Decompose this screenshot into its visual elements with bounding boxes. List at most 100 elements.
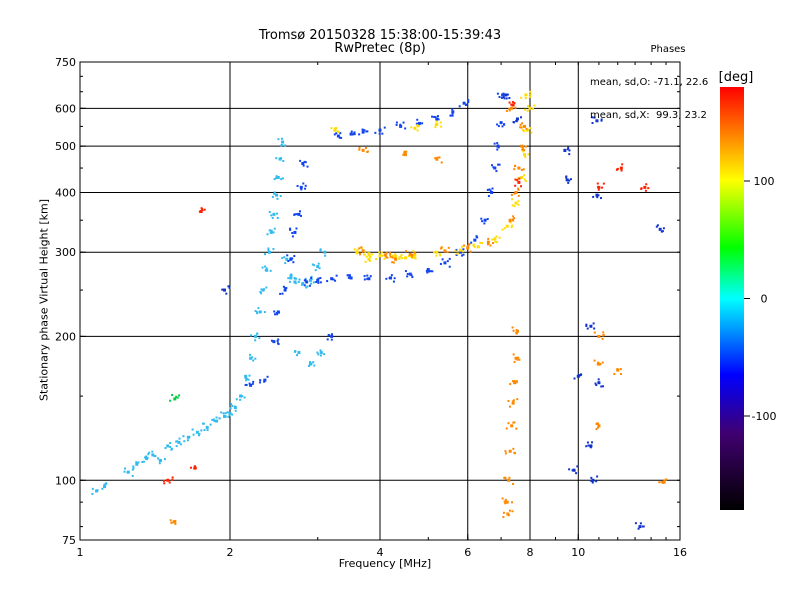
data-point <box>104 485 107 488</box>
data-point <box>303 284 306 287</box>
data-point <box>323 353 326 356</box>
data-point <box>316 278 320 282</box>
data-point <box>390 274 393 277</box>
data-point <box>289 276 293 280</box>
data-point <box>171 478 174 481</box>
data-point <box>265 267 268 270</box>
data-point <box>496 123 499 126</box>
data-point <box>634 522 637 525</box>
data-point <box>508 107 511 110</box>
colorbar-tick-label: 100 <box>754 175 775 188</box>
data-point <box>585 445 588 448</box>
data-point <box>367 277 371 281</box>
data-point <box>292 261 295 264</box>
data-point <box>643 185 647 189</box>
data-point <box>164 447 167 450</box>
data-point <box>421 122 424 125</box>
data-point <box>275 193 279 197</box>
data-point <box>175 395 178 398</box>
data-point <box>515 427 518 430</box>
data-point <box>596 475 599 478</box>
data-point <box>249 356 252 359</box>
data-point <box>467 244 470 247</box>
data-point <box>591 116 594 119</box>
data-point <box>254 310 257 313</box>
y-axis-label: Stationary phase Virtual Height [km] <box>37 198 51 402</box>
data-point <box>462 253 465 256</box>
data-point <box>144 456 147 459</box>
data-point <box>462 248 465 251</box>
data-point <box>304 187 307 190</box>
phase-stats-o: mean, sd,O: -71.1, 22.6 <box>590 77 709 88</box>
data-point <box>168 481 171 484</box>
data-point <box>399 124 403 128</box>
data-point <box>597 194 600 197</box>
data-point <box>569 178 572 181</box>
data-point <box>613 373 616 376</box>
data-point <box>304 277 307 280</box>
data-point <box>496 142 499 145</box>
data-point <box>368 259 371 262</box>
data-point <box>425 269 428 272</box>
data-point <box>616 368 619 371</box>
data-point <box>169 519 172 522</box>
data-point <box>413 253 417 257</box>
data-point <box>506 93 509 96</box>
data-point <box>443 249 446 252</box>
data-point <box>580 373 583 376</box>
data-point <box>499 121 503 125</box>
data-point <box>589 444 593 448</box>
data-point <box>505 97 508 100</box>
data-point <box>222 412 225 415</box>
data-point <box>590 480 593 483</box>
data-point <box>487 242 490 245</box>
data-point <box>518 177 521 180</box>
data-point <box>508 109 511 112</box>
data-point <box>512 101 515 104</box>
data-point <box>647 187 650 190</box>
data-point <box>508 220 511 223</box>
data-point <box>271 195 274 198</box>
data-point <box>530 131 533 134</box>
data-point <box>455 253 458 256</box>
data-point <box>493 166 497 170</box>
data-point <box>316 265 320 269</box>
data-point <box>484 219 487 222</box>
data-point <box>514 178 517 181</box>
y-axis-ticks: 75 100 200 300 400 500 600 750 <box>55 56 680 547</box>
data-point <box>505 427 508 430</box>
data-point <box>520 96 523 99</box>
data-point <box>383 253 387 257</box>
data-point <box>310 276 313 279</box>
y-tick-label: 300 <box>55 246 76 259</box>
data-point <box>394 254 398 258</box>
data-point <box>282 285 285 288</box>
data-point <box>294 282 297 285</box>
data-point <box>200 429 203 432</box>
data-point <box>433 115 436 118</box>
data-point <box>597 361 600 364</box>
data-point <box>218 417 221 420</box>
data-point <box>403 256 407 260</box>
data-point <box>303 160 306 163</box>
data-point <box>524 97 527 100</box>
data-point <box>279 195 282 198</box>
data-point <box>273 191 276 194</box>
data-point <box>337 130 340 133</box>
data-point <box>302 182 305 185</box>
data-point <box>597 381 601 385</box>
data-point <box>509 383 512 386</box>
data-point <box>312 264 315 267</box>
data-point <box>529 93 532 96</box>
data-point <box>597 334 601 338</box>
data-point <box>663 481 666 484</box>
data-point <box>172 520 175 523</box>
data-point <box>515 117 519 121</box>
data-point <box>600 118 603 121</box>
data-point <box>254 357 257 360</box>
data-point <box>276 342 279 345</box>
data-point <box>566 148 569 151</box>
data-point <box>363 275 366 278</box>
data-point <box>389 255 392 258</box>
